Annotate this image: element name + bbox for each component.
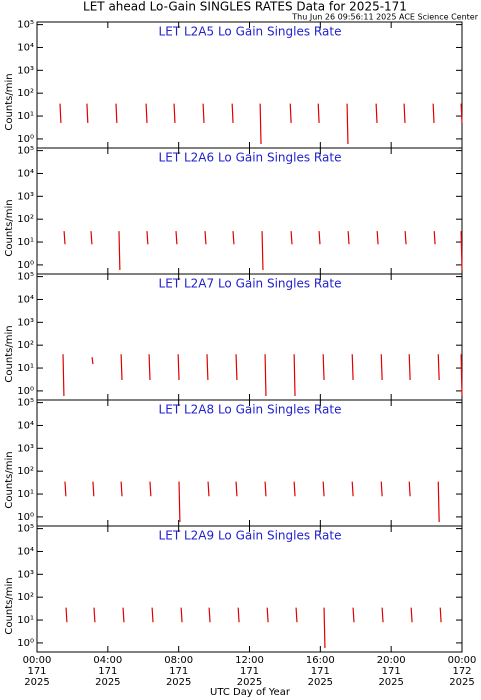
y-tick-label: 10¹ [17,237,34,248]
x-tick-label: 20:00 171 2025 [377,655,406,688]
panel-frame [36,399,463,527]
y-tick-label: 10⁰ [17,638,34,649]
panel-title: LET L2A8 Lo Gain Singles Rate [159,403,342,417]
y-tick-label: 10³ [17,443,34,454]
y-tick-label: 10⁰ [17,260,34,271]
y-tick-label: 10³ [17,191,34,202]
y-tick-label: 10² [17,592,34,603]
y-tick-label: 10⁵ [17,20,34,31]
x-tick-label: 08:00 171 2025 [164,655,193,688]
panel-frame [36,147,463,275]
y-tick-label: 10² [17,214,34,225]
y-tick-label: 10⁴ [17,420,34,431]
y-tick-label: 10³ [17,569,34,580]
y-axis-title: Counts/min [4,199,15,256]
y-tick-label: 10⁵ [17,146,34,157]
panel-frame [36,21,463,149]
y-tick-label: 10⁰ [17,134,34,145]
y-tick-label: 10⁵ [17,272,34,283]
x-tick-label: 04:00 171 2025 [93,655,122,688]
y-tick-label: 10⁰ [17,386,34,397]
panel-title: LET L2A6 Lo Gain Singles Rate [159,151,342,165]
y-tick-label: 10¹ [17,615,34,626]
y-tick-label: 10³ [17,317,34,328]
panel-frame [36,525,463,653]
y-tick-label: 10¹ [17,489,34,500]
y-tick-label: 10⁵ [17,398,34,409]
y-tick-label: 10¹ [17,111,34,122]
y-tick-label: 10¹ [17,363,34,374]
y-tick-label: 10⁰ [17,512,34,523]
page-title: LET ahead Lo-Gain SINGLES RATES Data for… [83,0,407,14]
x-tick-label: 12:00 171 2025 [235,655,264,688]
page-subtitle: Thu Jun 26 09:56:11 2025 ACE Science Cen… [291,13,478,22]
y-tick-label: 10⁴ [17,294,34,305]
y-tick-label: 10² [17,466,34,477]
y-tick-label: 10⁴ [17,168,34,179]
y-axis-title: Counts/min [4,451,15,508]
x-axis-title: UTC Day of Year [210,687,291,698]
y-axis-title: Counts/min [4,325,15,382]
data-line [65,607,442,648]
x-tick-label: 00:00 172 2025 [448,655,477,688]
panel-title: LET L2A5 Lo Gain Singles Rate [159,25,342,39]
y-tick-label: 10³ [17,65,34,76]
y-tick-label: 10⁵ [17,524,34,535]
x-tick-label: 00:00 171 2025 [23,655,52,688]
data-line [64,481,440,522]
y-tick-label: 10⁴ [17,42,34,53]
panel-frame [36,273,463,401]
y-axis-title: Counts/min [4,73,15,130]
data-line [62,354,463,396]
y-axis-title: Counts/min [4,577,15,634]
y-tick-label: 10² [17,340,34,351]
y-tick-label: 10⁴ [17,546,34,557]
x-tick-label: 16:00 171 2025 [306,655,335,688]
data-line [59,103,463,144]
data-line [63,231,463,270]
y-tick-label: 10² [17,88,34,99]
panel-title: LET L2A9 Lo Gain Singles Rate [159,529,342,543]
panel-title: LET L2A7 Lo Gain Singles Rate [159,277,342,291]
